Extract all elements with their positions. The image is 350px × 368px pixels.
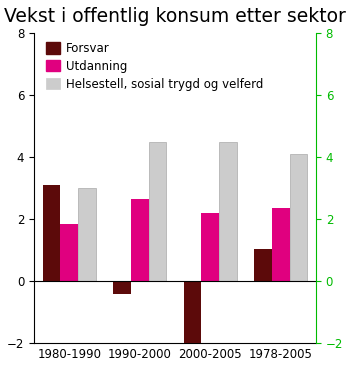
Bar (131, 199, 148, 281)
Bar (78, 188, 96, 281)
Bar (219, 142, 237, 281)
Bar (272, 208, 289, 281)
Bar (254, 249, 272, 281)
Bar (43, 185, 61, 281)
Bar (202, 213, 219, 281)
Bar (184, 281, 202, 346)
Bar (289, 154, 307, 281)
Bar (148, 142, 166, 281)
Title: Vekst i offentlig konsum etter sektor: Vekst i offentlig konsum etter sektor (4, 7, 346, 26)
Legend: Forsvar, Utdanning, Helsestell, sosial trygd og velferd: Forsvar, Utdanning, Helsestell, sosial t… (46, 42, 263, 91)
Bar (61, 224, 78, 281)
Bar (113, 281, 131, 294)
